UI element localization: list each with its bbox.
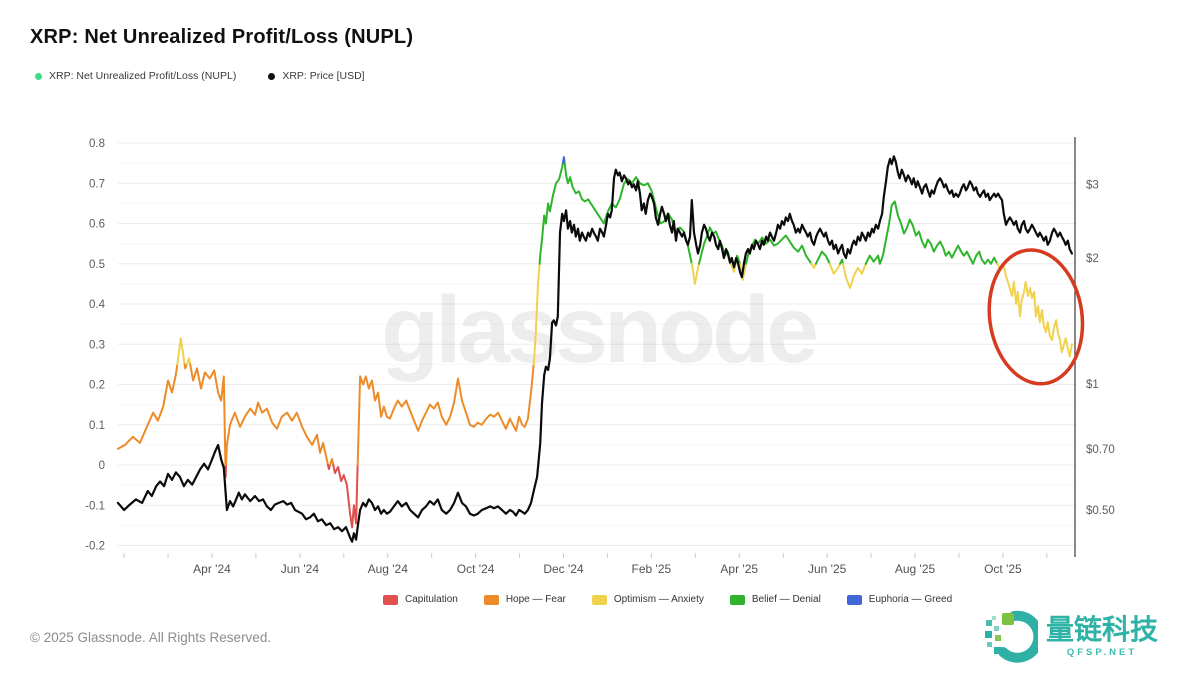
nupl-series-segment: [332, 464, 359, 529]
page-title: XRP: Net Unrealized Profit/Loss (NUPL): [30, 26, 414, 48]
nupl-series-segment: [176, 337, 186, 366]
y-right-tick-label: $0.50: [1086, 505, 1115, 517]
y-right-tick-label: $0.70: [1086, 444, 1115, 456]
y-left-tick-label: 0.5: [89, 259, 105, 271]
y-left-tick-label: 0.2: [89, 380, 105, 392]
zone-legend-item[interactable]: Hope — Fear: [483, 594, 566, 605]
nupl-series-segment: [185, 357, 192, 366]
y-left-tick-label: -0.2: [85, 541, 105, 553]
zone-label: Hope — Fear: [505, 594, 566, 605]
nupl-series-segment: [329, 458, 335, 466]
nupl-series-segment: [356, 363, 535, 466]
series-label: XRP: Price [USD]: [282, 70, 365, 82]
x-tick-label: Aug '24: [368, 562, 409, 576]
y-left-tick-label: 0.1: [89, 420, 105, 432]
series-label: XRP: Net Unrealized Profit/Loss (NUPL): [49, 70, 237, 82]
series-dot-icon: [35, 72, 42, 80]
x-tick-label: Aug '25: [895, 562, 936, 576]
x-tick-label: Feb '25: [632, 562, 672, 576]
nupl-series-segment: [116, 363, 179, 450]
zone-label: Belief — Denial: [751, 594, 821, 605]
y-left-tick-label: 0.8: [89, 138, 105, 150]
legend-item-price[interactable]: XRP: Price [USD]: [268, 70, 365, 82]
legend-item-nupl[interactable]: XRP: Net Unrealized Profit/Loss (NUPL): [35, 70, 236, 82]
brand-pixel: [992, 616, 996, 620]
brand-logo-block[interactable]: 量链科技 QFSP.NET: [982, 604, 1158, 668]
zone-label: Euphoria — Greed: [868, 594, 953, 605]
nupl-series-segment: [739, 262, 747, 281]
brand-site: QFSP.NET: [1066, 647, 1138, 659]
zone-label: Capitulation: [405, 594, 458, 605]
glassnode-watermark: glassnode: [381, 277, 816, 383]
zone-swatch-icon: [729, 594, 745, 605]
nupl-series-segment: [828, 262, 842, 275]
zone-legend-item[interactable]: Capitulation: [383, 594, 458, 605]
brand-logo-icon: [985, 610, 1038, 663]
y-right-tick-label: $1: [1086, 379, 1099, 391]
brand-ring: [998, 610, 1038, 663]
y-left-tick-label: 0.3: [89, 339, 105, 351]
x-tick-label: Oct '25: [984, 562, 1022, 576]
nupl-series-segment: [996, 262, 1073, 358]
brand-green-square: [1002, 613, 1014, 625]
nupl-series-segment: [183, 363, 188, 370]
y-left-tick-label: -0.1: [85, 500, 105, 512]
x-tick-label: Oct '24: [457, 562, 495, 576]
copyright-text: © 2025 Glassnode. All Rights Reserved.: [30, 630, 272, 645]
series-dot-icon: [268, 72, 276, 80]
x-tick-label: Jun '24: [281, 562, 320, 576]
plot-area[interactable]: [118, 137, 1075, 553]
y-left-tick-label: 0.6: [89, 219, 105, 231]
zone-swatch-icon: [383, 594, 398, 605]
nupl-series-segment: [690, 262, 700, 285]
brand-pixel: [995, 635, 1001, 641]
nupl-series-segment: [561, 156, 566, 165]
zone-legend: Capitulation Hope — Fear Optimism — Anxiet…: [383, 594, 952, 605]
brand-text: 量链科技 QFSP.NET: [1046, 614, 1158, 658]
zone-legend-item[interactable]: Optimism — Anxiety: [591, 594, 704, 605]
y-left-tick-label: 0.4: [89, 299, 106, 311]
brand-pixel: [987, 642, 992, 647]
nupl-series-segment: [839, 258, 844, 265]
brand-name: 量链科技: [1046, 613, 1159, 645]
brand-pixel: [994, 626, 999, 631]
y-left-tick-label: 0: [99, 460, 105, 472]
nupl-series-segment: [744, 234, 813, 265]
zone-legend-item[interactable]: Belief — Denial: [729, 594, 821, 605]
nupl-series-segment: [814, 250, 831, 265]
nupl-series-segment: [224, 464, 228, 479]
nupl-series-segment: [864, 200, 999, 265]
brand-pixel: [994, 647, 1001, 654]
y-right-tick-label: $2: [1086, 253, 1099, 265]
zone-swatch-icon: [591, 594, 607, 605]
nupl-series-segment: [810, 262, 817, 269]
nupl-series-segment: [842, 262, 867, 289]
y-right-tick-label: $3: [1086, 179, 1099, 191]
zone-label: Optimism — Anxiety: [613, 594, 704, 605]
x-tick-label: Jun '25: [808, 562, 847, 576]
x-tick-label: Apr '25: [720, 562, 758, 576]
nupl-series-segment: [327, 464, 332, 470]
nupl-series-segment: [189, 363, 227, 466]
brand-pixel: [986, 620, 992, 626]
nupl-series-segment: [532, 262, 541, 366]
x-tick-label: Dec '24: [543, 562, 584, 576]
x-tick-label: Apr '24: [193, 562, 231, 576]
zone-swatch-icon: [846, 594, 862, 605]
zone-legend-item[interactable]: Euphoria — Greed: [846, 594, 953, 605]
brand-pixel: [1003, 652, 1008, 657]
zone-swatch-icon: [483, 594, 499, 605]
price-series: [116, 155, 1074, 543]
brand-pixel: [985, 631, 992, 638]
highlight-ellipse-annotation: [987, 248, 1085, 386]
nupl-series-segment: [538, 162, 564, 265]
nupl-series-segment: [225, 401, 329, 466]
y-left-tick-label: 0.7: [89, 178, 105, 190]
top-legend: XRP: Net Unrealized Profit/Loss (NUPL) XR…: [35, 70, 365, 82]
